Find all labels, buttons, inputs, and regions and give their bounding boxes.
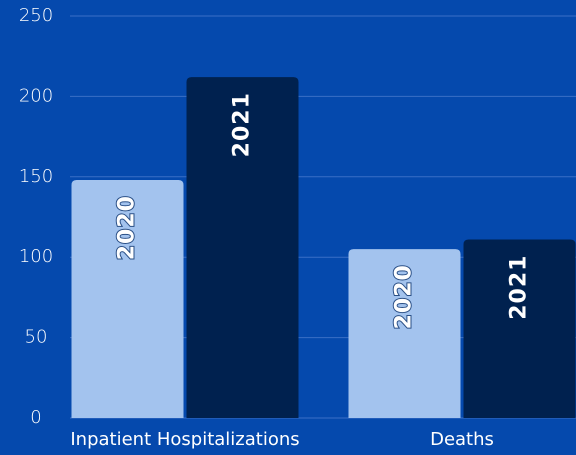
bar — [348, 249, 461, 418]
y-tick-label: 250 — [19, 5, 53, 26]
y-tick-label: 50 — [25, 327, 48, 348]
bar-label: 2020 — [115, 195, 140, 260]
bar-label: 2021 — [230, 92, 255, 157]
y-tick-label: 100 — [19, 246, 53, 267]
bar-label: 2021 — [507, 255, 532, 320]
bar — [463, 239, 576, 418]
y-tick-label: 0 — [30, 407, 41, 428]
bar — [71, 180, 184, 418]
x-tick-label: Inpatient Hospitalizations — [70, 429, 299, 450]
y-tick-label: 200 — [19, 85, 53, 106]
x-tick-label: Deaths — [430, 429, 494, 450]
bar-label: 2020 — [392, 264, 417, 329]
y-tick-label: 150 — [19, 166, 53, 187]
bar — [186, 77, 299, 418]
